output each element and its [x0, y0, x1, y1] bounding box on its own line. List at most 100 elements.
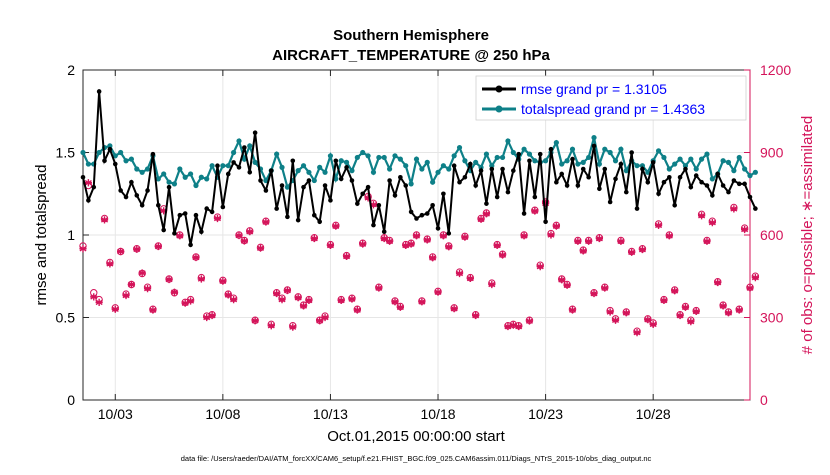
totalspread-point: [564, 158, 570, 164]
rmse-point: [537, 151, 543, 157]
rmse-point: [381, 229, 387, 234]
obs-assimilated-point: [568, 306, 577, 314]
obs-assimilated-point: [337, 296, 345, 305]
rmse-point: [279, 183, 285, 188]
totalspread-point: [634, 163, 640, 169]
footer-data-file: data file: /Users/raeder/DAI/ATM_forcXX/…: [181, 454, 652, 463]
totalspread-point: [510, 149, 516, 156]
obs-assimilated-point: [606, 308, 614, 316]
totalspread-point: [521, 146, 527, 152]
rmse-point: [301, 184, 306, 190]
rmse-point: [580, 166, 586, 172]
totalspread-point: [440, 163, 446, 169]
rmse-point: [645, 179, 651, 185]
obs-assimilated-point: [472, 311, 480, 320]
rmse-point: [559, 171, 565, 177]
obs-assimilated-point: [305, 296, 313, 305]
rmse-point: [494, 194, 500, 200]
totalspread-point: [645, 169, 651, 175]
rmse-point: [715, 171, 721, 177]
rmse-point: [430, 203, 435, 208]
rmse-point: [602, 166, 608, 172]
obs-assimilated-point: [585, 237, 593, 245]
rmse-line: [82, 91, 757, 246]
rmse-point: [193, 212, 199, 218]
rmse-point: [435, 226, 441, 231]
legend-label-rmse: rmse grand pr = 1.3105: [521, 81, 667, 97]
rmse-point: [129, 179, 134, 185]
totalspread-point: [306, 169, 312, 175]
rmse-point: [139, 203, 145, 208]
totalspread-point: [220, 163, 226, 169]
rmse-point: [656, 191, 661, 197]
rmse-point: [328, 198, 333, 203]
rmse-point: [274, 206, 279, 211]
totalspread-point: [430, 179, 436, 185]
rmse-point: [667, 174, 672, 180]
rmse-point: [462, 174, 468, 180]
metric-lines: [80, 89, 758, 248]
rmse-point: [677, 174, 683, 180]
obs-assimilated-point: [176, 232, 184, 240]
totalspread-point: [580, 159, 586, 165]
totalspread-point: [300, 163, 307, 169]
totalspread-point: [177, 166, 183, 172]
totalspread-point: [338, 158, 344, 164]
obs-assimilated-point: [299, 302, 308, 310]
x-tick-label: 10/08: [205, 406, 240, 422]
rmse-point: [467, 161, 473, 167]
y-tick-label: 0: [67, 392, 75, 408]
obs-assimilated-point: [203, 313, 211, 322]
obs-assimilated-point: [660, 296, 668, 305]
obs-assimilated-point: [294, 294, 302, 302]
obs-assimilated-point: [509, 321, 517, 329]
obs-assimilated-point: [735, 306, 743, 314]
rmse-point: [161, 227, 166, 233]
obs-assimilated-point: [396, 303, 404, 311]
totalspread-point: [419, 166, 425, 172]
rmse-point: [484, 201, 489, 206]
rmse-point: [543, 219, 548, 225]
rmse-point: [693, 173, 699, 178]
obs-assimilated-point: [154, 242, 162, 251]
obs-assimilated-point: [563, 281, 571, 289]
obs-assimilated-point: [488, 280, 496, 289]
rmse-point: [742, 181, 747, 187]
obs-assimilated-point: [278, 296, 286, 304]
totalspread-point: [532, 158, 538, 164]
obs-assimilated-point: [84, 179, 92, 187]
rmse-point: [591, 143, 597, 149]
rmse-point: [156, 203, 161, 208]
obs-assimilated-point: [246, 228, 254, 236]
rmse-point: [618, 161, 624, 167]
obs-assimilated-point: [611, 316, 620, 324]
obs-assimilated-point: [262, 218, 270, 226]
obs-assimilated-point: [100, 216, 109, 224]
rmse-point: [86, 198, 91, 203]
totalspread-point: [193, 182, 199, 189]
y-tick-label: 0.5: [56, 310, 76, 326]
rmse-point: [220, 204, 226, 210]
obs-assimilated-point: [531, 207, 539, 215]
obs-assimilated-point: [574, 237, 582, 245]
totalspread-point: [354, 154, 360, 161]
rmse-point: [505, 189, 511, 195]
obs-assimilated-point: [213, 214, 222, 223]
obs-assimilated-point: [106, 260, 114, 268]
rmse-point: [247, 170, 253, 175]
rmse-point: [311, 212, 317, 218]
rmse-point: [344, 165, 349, 170]
obs-assimilated-point: [520, 232, 528, 240]
totalspread-point: [542, 158, 549, 164]
obs-assimilated-point: [342, 252, 351, 261]
totalspread-point: [252, 159, 258, 165]
totalspread-point: [736, 154, 742, 161]
totalspread-point: [731, 168, 737, 174]
obs-assimilated-point: [504, 322, 512, 331]
totalspread-point: [343, 159, 350, 165]
obs-assimilated-point: [95, 298, 103, 306]
rmse-point: [349, 178, 355, 183]
rmse-point: [182, 211, 188, 216]
obs-assimilated-point: [122, 291, 130, 300]
rmse-point: [338, 176, 344, 182]
